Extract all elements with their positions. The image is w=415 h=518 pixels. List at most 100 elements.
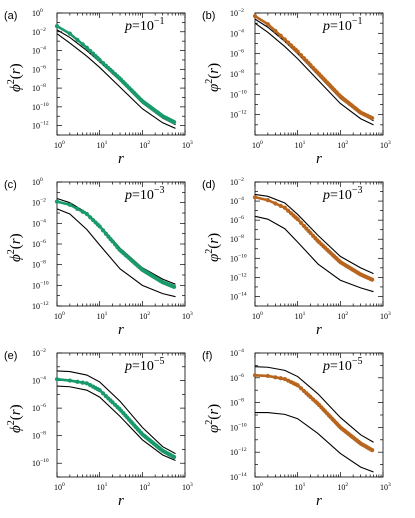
x-tick-label: 101 <box>97 482 108 492</box>
data-point <box>282 205 287 210</box>
data-point <box>298 386 304 391</box>
y-axis-label: ϕ2(r) <box>6 63 24 92</box>
reference-curve <box>56 208 176 298</box>
data-point <box>252 195 258 200</box>
panel-b: 100 101 102 103 10−12 10−10 10−8 10−6 10−4 10−2 (b… <box>202 8 391 167</box>
x-tick-label: 103 <box>380 140 391 150</box>
x-tick-label: 102 <box>139 311 150 321</box>
p-value-label: p=10−3 <box>124 185 165 203</box>
y-tick-label: 10−2 <box>230 8 244 18</box>
y-tick-label: 10−14 <box>230 472 247 482</box>
x-tick-label: 102 <box>139 140 150 150</box>
x-tick-label: 100 <box>54 482 65 492</box>
data-point <box>308 63 313 68</box>
x-tick-label: 101 <box>295 140 306 150</box>
data-point <box>67 378 72 383</box>
y-tick-label: 10−8 <box>230 398 244 408</box>
data-point <box>97 224 102 229</box>
data-point <box>282 376 287 382</box>
data-point <box>298 53 304 58</box>
x-tick-label: 102 <box>139 482 150 492</box>
y-tick-label: 10−8 <box>32 83 46 93</box>
reference-curve <box>254 193 374 275</box>
data-point <box>75 37 80 42</box>
y-tick-label: 100 <box>32 8 43 18</box>
y-tick-label: 10−4 <box>32 218 46 228</box>
y-tick-label: 10−10 <box>32 458 49 468</box>
y-tick-label: 10−10 <box>230 89 247 99</box>
data-point <box>370 115 375 121</box>
y-axis-label: φ2(r) <box>204 404 222 433</box>
panel-e: 100 101 102 103 10−10 10−8 10−6 10−4 10−2 (e) p=10… <box>4 348 193 509</box>
y-tick-label: 10−4 <box>230 28 244 38</box>
panel-c: 100 101 102 103 10−12 10−10 10−8 10−6 10−4 10−2 10… <box>4 177 193 338</box>
x-axis-label: r <box>118 493 124 509</box>
data-point <box>370 448 375 453</box>
data-point <box>286 208 291 213</box>
plot-frame <box>254 181 384 307</box>
data-point <box>80 380 85 385</box>
data-point <box>273 375 278 380</box>
data-point <box>75 379 80 384</box>
x-tick-label: 103 <box>182 311 193 321</box>
data-point <box>80 42 85 47</box>
reference-curve <box>254 215 374 293</box>
data-point <box>295 49 300 54</box>
y-tick-label: 10−4 <box>32 376 46 386</box>
data-point <box>301 223 307 229</box>
panel-id-label: (a) <box>4 10 17 22</box>
data-point <box>308 230 313 236</box>
data-point <box>88 215 93 220</box>
panel-f: 100 101 102 103 10−14 10−12 10−10 10−8 10−6 10−4 (… <box>202 348 391 509</box>
x-tick-label: 100 <box>252 482 263 492</box>
x-tick-label: 102 <box>337 311 348 321</box>
data-point <box>252 373 258 378</box>
x-axis-label: r <box>316 493 322 509</box>
y-tick-label: 10−6 <box>230 49 244 59</box>
y-tick-label: 10−8 <box>32 260 46 270</box>
panel-d: 100 101 102 103 10−14 10−12 10−10 10−8 10−6 10−4 1… <box>202 177 391 338</box>
reference-curve <box>254 366 374 443</box>
panel-id-label: (b) <box>202 10 215 22</box>
x-tick-label: 100 <box>252 140 263 150</box>
p-value-label: p=10−3 <box>322 185 363 203</box>
data-point <box>54 377 60 382</box>
data-point <box>97 388 102 393</box>
p-value-label: p=10−1 <box>322 16 363 34</box>
y-tick-label: 10−4 <box>230 196 244 206</box>
x-tick-label: 103 <box>182 482 193 492</box>
p-value-label: p=10−5 <box>322 356 363 374</box>
plot-frame <box>254 352 384 478</box>
data-point <box>265 198 270 203</box>
reference-curve <box>254 22 374 126</box>
data-point <box>75 206 80 211</box>
data-point <box>97 57 102 63</box>
x-tick-label: 100 <box>54 311 65 321</box>
reference-curve <box>56 385 176 461</box>
y-tick-label: 10−6 <box>32 403 46 413</box>
y-tick-label: 10−6 <box>32 64 46 74</box>
y-tick-label: 100 <box>32 177 43 187</box>
y-tick-label: 10−8 <box>32 431 46 441</box>
data-point <box>298 220 304 225</box>
data-point <box>80 209 85 214</box>
y-tick-label: 10−6 <box>32 239 46 249</box>
y-tick-label: 10−10 <box>32 280 49 290</box>
data-point <box>172 119 177 125</box>
y-axis-label: ϕ2(r) <box>6 233 24 262</box>
data-point <box>67 202 72 207</box>
data-point <box>110 239 115 244</box>
panel-id-label: (d) <box>202 179 215 191</box>
plot-frame <box>56 181 186 307</box>
data-point <box>282 37 287 42</box>
data-point <box>301 56 307 61</box>
data-point <box>84 381 89 386</box>
y-tick-label: 10−2 <box>32 198 46 208</box>
data-point <box>84 45 89 50</box>
x-tick-label: 101 <box>97 311 108 321</box>
data-point <box>252 13 258 19</box>
y-tick-label: 10−12 <box>230 272 247 282</box>
y-tick-label: 10−8 <box>230 234 244 244</box>
y-tick-label: 10−12 <box>230 110 247 120</box>
